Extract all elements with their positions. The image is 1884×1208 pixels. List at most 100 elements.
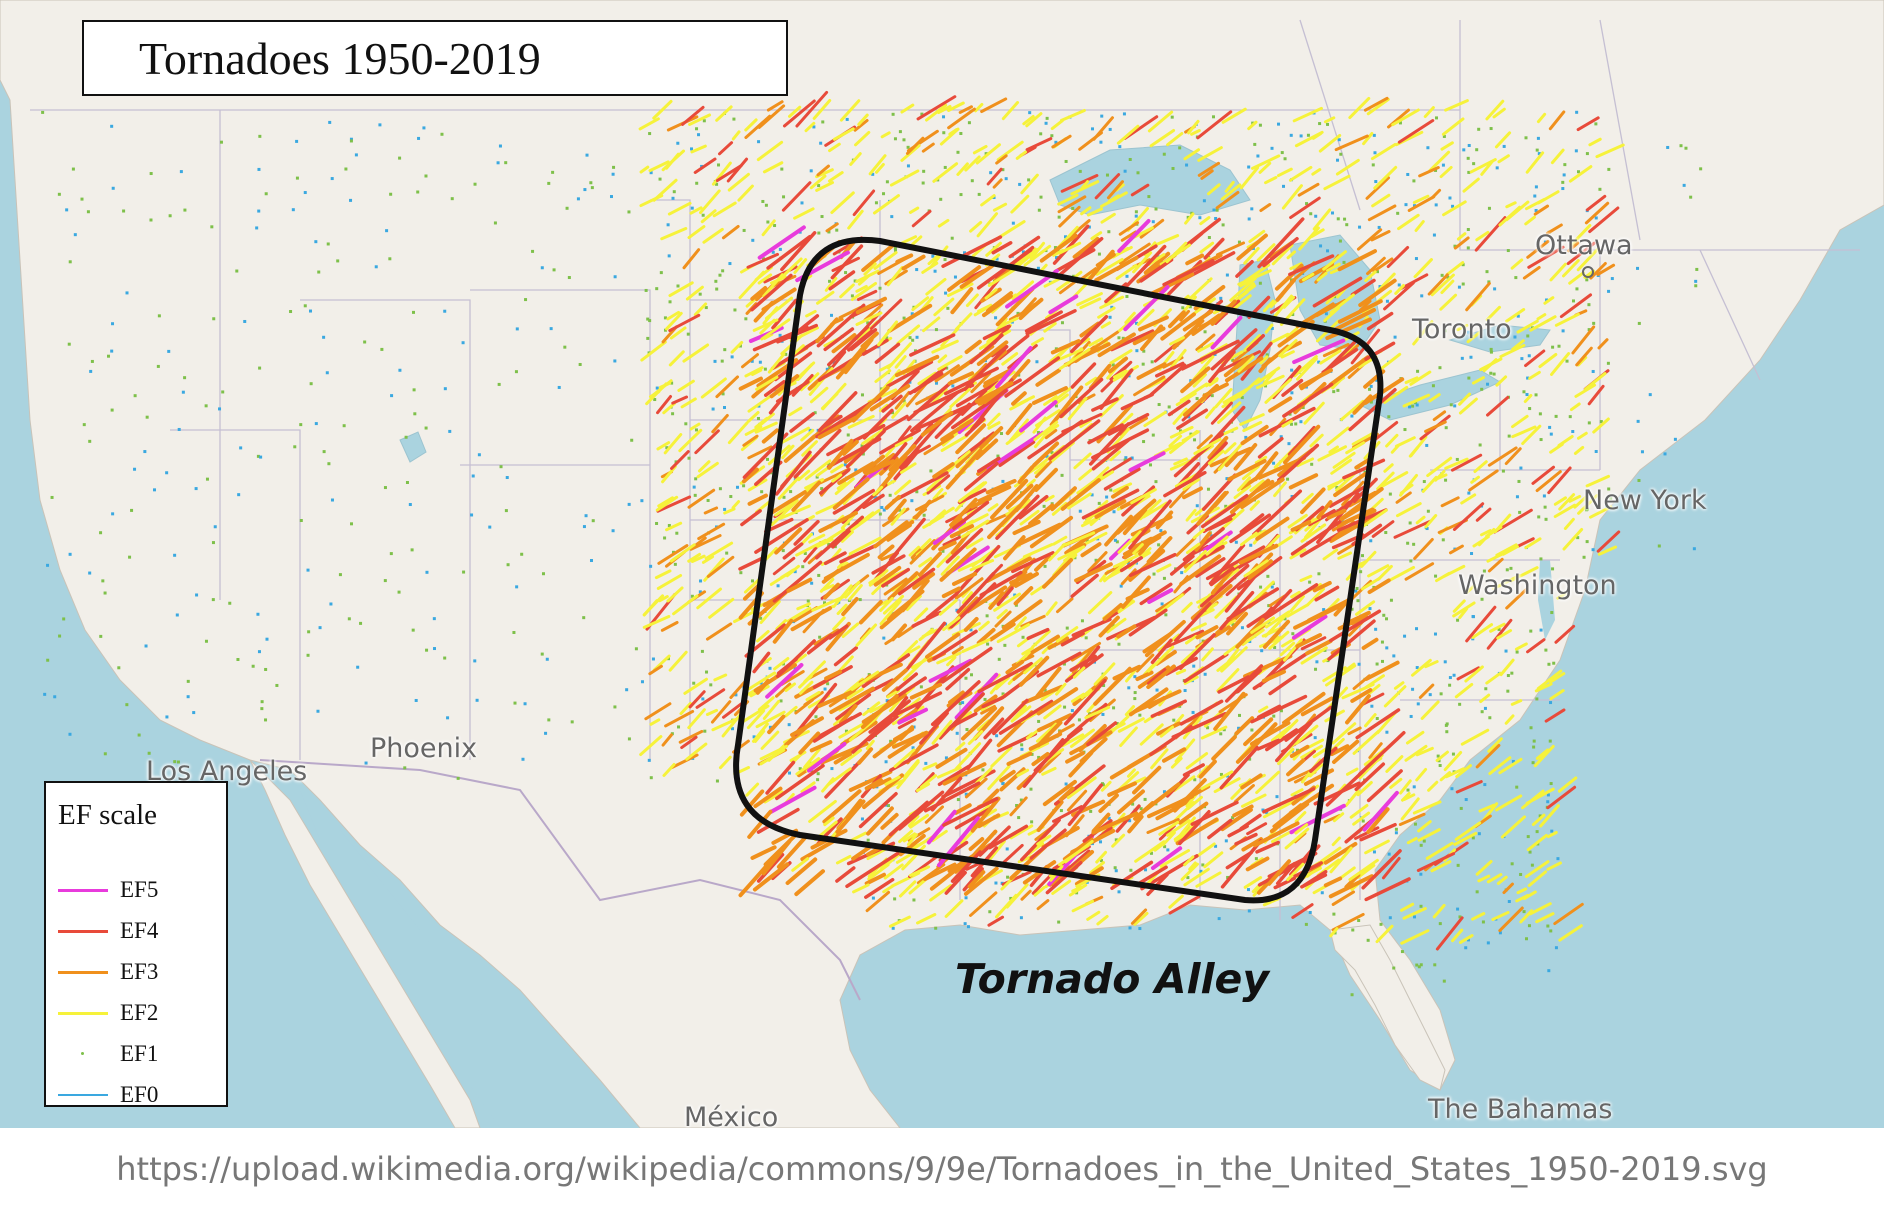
tornado-track	[791, 857, 810, 872]
tornado-track	[701, 555, 715, 564]
tornado-point	[1378, 285, 1382, 289]
tornado-point	[389, 192, 393, 196]
tornado-track	[1106, 180, 1124, 200]
tornado-track	[1255, 770, 1281, 795]
tornado-track	[1305, 639, 1333, 656]
tornado-track	[1172, 775, 1196, 793]
tornado-track	[1227, 458, 1267, 482]
tornado-track	[1121, 575, 1151, 609]
tornado-point	[902, 138, 906, 142]
tornado-track	[690, 554, 706, 563]
map-view[interactable]: Ottawa Toronto New York Washington Phoen…	[0, 0, 1884, 1128]
tornado-point	[1326, 249, 1330, 253]
tornado-point	[902, 316, 906, 320]
tornado-point	[1308, 580, 1312, 584]
tornado-track	[715, 105, 733, 122]
tornado-point	[1528, 850, 1532, 854]
tornado-point	[1467, 170, 1471, 174]
tornado-track	[1067, 492, 1092, 510]
tornado-point	[103, 752, 107, 756]
tornado-track	[1021, 684, 1064, 705]
tornado-track	[1120, 568, 1137, 586]
tornado-track	[1444, 767, 1466, 779]
tornado-track	[1286, 758, 1306, 777]
tornado-track	[1505, 201, 1517, 209]
tornado-point	[192, 711, 196, 715]
tornado-point	[1212, 208, 1216, 212]
tornado-point	[781, 662, 785, 666]
tornado-track	[1510, 258, 1524, 270]
tornado-track	[947, 265, 982, 292]
tornado-track	[1135, 670, 1154, 682]
tornado-point	[1283, 617, 1287, 621]
tornado-track	[1316, 500, 1333, 520]
tornado-track	[913, 607, 929, 622]
tornado-point	[53, 695, 57, 699]
tornado-track	[979, 426, 1004, 450]
tornado-track	[1086, 207, 1103, 217]
tornado-point	[761, 199, 765, 203]
tornado-track	[1435, 750, 1449, 762]
tornado-track	[642, 614, 671, 629]
tornado-track	[1207, 818, 1233, 840]
tornado-track	[1262, 236, 1299, 268]
tornado-point	[446, 716, 450, 720]
tornado-point	[67, 342, 71, 346]
tornado-point	[432, 617, 436, 621]
tornado-point	[1480, 710, 1484, 714]
tornado-track	[986, 167, 1003, 186]
tornado-point	[515, 585, 519, 589]
tornado-point	[143, 450, 147, 454]
tornado-point	[854, 468, 858, 472]
tornado-point	[1506, 674, 1510, 678]
tornado-point	[1387, 415, 1391, 419]
tornado-track	[820, 583, 835, 592]
tornado-track	[956, 162, 969, 176]
tornado-point	[211, 541, 215, 545]
tornado-track	[990, 746, 1013, 768]
tornado-track	[1056, 280, 1070, 292]
tornado-track	[683, 677, 708, 695]
tornado-track	[1086, 721, 1118, 747]
tornado-track	[1262, 787, 1316, 814]
tornado-point	[204, 404, 208, 408]
tornado-track	[908, 645, 921, 654]
tornado-track	[950, 287, 974, 315]
tornado-point	[1240, 396, 1244, 400]
tornado-point	[955, 731, 959, 735]
tornado-track	[897, 567, 936, 596]
tornado-track	[1524, 215, 1536, 226]
tornado-point	[1371, 163, 1375, 167]
tornado-point	[1637, 478, 1641, 482]
tornado-point	[718, 273, 722, 277]
tornado-track	[929, 245, 949, 269]
tornado-track	[1238, 543, 1279, 565]
tornado-point	[303, 191, 307, 195]
tornado-track	[1475, 507, 1492, 522]
tornado-track	[1439, 293, 1458, 311]
tornado-track	[1486, 396, 1510, 417]
tornado-track	[1269, 802, 1310, 834]
tornado-point	[752, 735, 756, 739]
tornado-track	[1130, 488, 1157, 505]
tornado-point	[1206, 726, 1210, 730]
tornado-point	[664, 328, 668, 332]
tornado-track	[1072, 666, 1086, 679]
tornado-track	[765, 760, 796, 795]
tornado-track	[1287, 768, 1314, 783]
tornado-point	[878, 512, 882, 516]
tornado-point	[676, 141, 680, 145]
tornado-track	[977, 456, 1001, 473]
tornado-track	[902, 656, 928, 682]
tornado-track	[1583, 372, 1607, 391]
tornado-point	[177, 427, 181, 431]
tornado-track	[747, 671, 777, 691]
tornado-track	[1100, 780, 1112, 792]
tornado-track	[925, 592, 959, 620]
tornado-point	[999, 432, 1003, 436]
tornado-point	[1171, 166, 1175, 170]
tornado-point	[531, 249, 535, 253]
tornado-track	[1225, 619, 1237, 627]
tornado-point	[57, 192, 61, 196]
tornado-point	[422, 126, 426, 130]
